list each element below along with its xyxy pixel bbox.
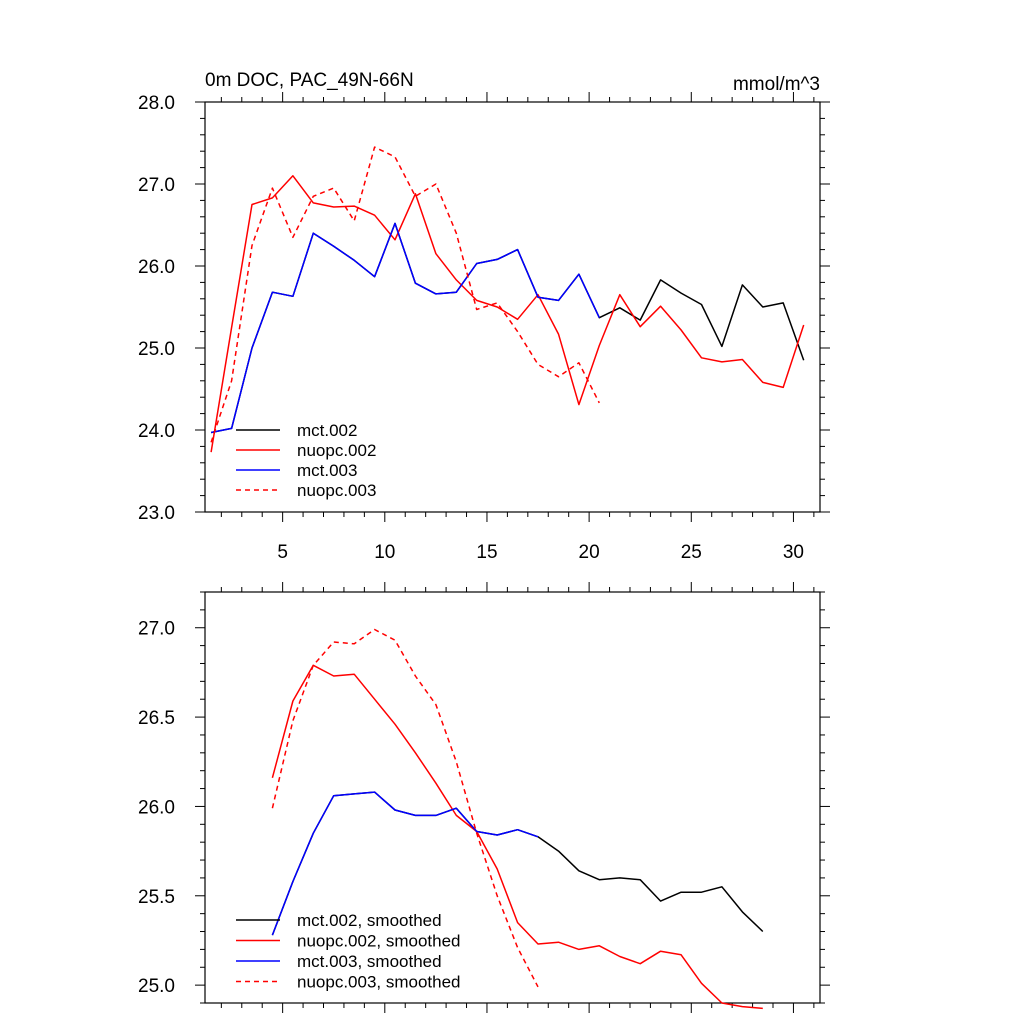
x-tick-label: 15: [476, 542, 497, 563]
y-tick-label: 25.0: [138, 976, 175, 997]
legend-label: mct.002, smoothed: [297, 911, 442, 930]
legend-label: mct.003, smoothed: [297, 952, 442, 971]
y-tick-label: 26.0: [138, 797, 175, 818]
plot-frame: [204, 101, 821, 513]
legend-label: nuopc.003, smoothed: [297, 973, 461, 992]
x-tick-label: 25: [681, 542, 702, 563]
y-tick-label: 27.0: [138, 175, 175, 196]
plot-area: 5 10 15 20 25 30 23.0 24.0 25.0 26.0 27.0 28.0 mct.0…: [138, 92, 830, 563]
x-tick-label: 5: [277, 542, 288, 563]
series-line-nuopc-002-smoothed: [271, 664, 763, 1010]
series-line-nuopc-003-smoothed: [271, 628, 539, 988]
legend-label: nuopc.002, smoothed: [297, 932, 461, 951]
series-line-mct-003: [210, 222, 600, 434]
series-line-mct-003-smoothed: [271, 791, 539, 936]
y-tick-label: 26.0: [138, 257, 175, 278]
top-panel: 0m DOC, PAC_49N-66N mmol/m^3 5 10 15 20 25 30…: [138, 70, 830, 563]
plot-frame: [204, 591, 821, 1004]
y-tick-label: 24.0: [138, 421, 175, 442]
series-line-nuopc-002: [210, 175, 805, 453]
legend-label: nuopc.002: [297, 441, 376, 460]
legend-label: mct.002: [297, 421, 357, 440]
plot-area: 25.0 25.5 26.0 26.5 27.0 mct.002, smoothed nuo…: [138, 582, 830, 1013]
legend: mct.002, smoothed nuopc.002, smoothedmct.…: [236, 911, 461, 992]
y-tick-label: 25.0: [138, 339, 175, 360]
y-tick-label: 26.5: [138, 708, 175, 729]
bottom-panel: 25.0 25.5 26.0 26.5 27.0 mct.002, smoothed nuo…: [138, 582, 830, 1013]
units-label: mmol/m^3: [733, 74, 820, 95]
x-tick-label: 20: [579, 542, 600, 563]
y-tick-label: 27.0: [138, 619, 175, 640]
legend-label: mct.003: [297, 461, 357, 480]
x-tick-label: 30: [783, 542, 804, 563]
y-tick-label: 28.0: [138, 93, 175, 114]
y-tick-label: 23.0: [138, 503, 175, 524]
series-line-nuopc-003: [210, 146, 600, 443]
chart-title: 0m DOC, PAC_49N-66N: [205, 70, 414, 91]
y-tick-label: 25.5: [138, 887, 175, 908]
legend-label: nuopc.003: [297, 481, 376, 500]
x-tick-label: 10: [374, 542, 395, 563]
